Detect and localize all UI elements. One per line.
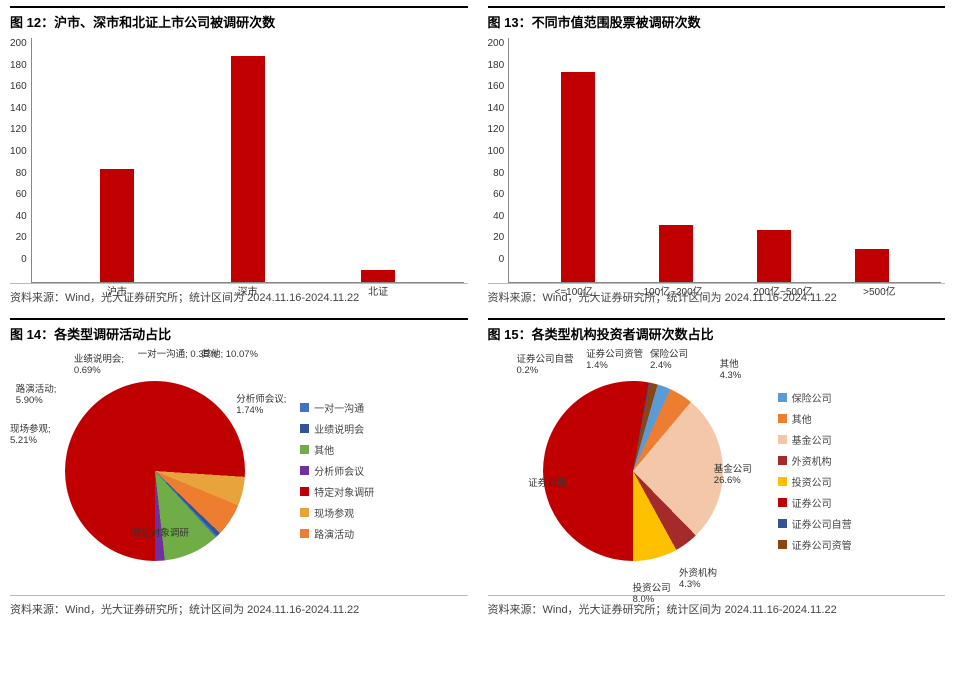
pie-label: 证券公司 (528, 475, 566, 489)
pie-label: 其他4.3% (720, 356, 742, 381)
bar (231, 56, 265, 282)
legend-item: 路演活动 (300, 526, 467, 541)
legend-swatch (300, 508, 309, 517)
pie-label: 投资公司8.0% (633, 580, 671, 605)
fig14-pie-labels: 特定对象调研现场参观;5.21%路演活动;5.90%业绩说明会;0.69%一对一… (10, 346, 300, 595)
legend-swatch (778, 435, 787, 444)
xlabel: 北证 (368, 283, 388, 298)
pie-label: 特定对象调研 (132, 525, 189, 539)
legend-swatch (778, 540, 787, 549)
legend-label: 投资公司 (792, 474, 832, 489)
bar (757, 230, 791, 282)
legend-item: 其他 (300, 442, 467, 457)
legend-item: 证券公司 (778, 495, 945, 510)
figure-14: 图 14：各类型调研活动占比 特定对象调研 现场参观;5.21% 路演活动;5.90… (10, 318, 468, 620)
fig12-xlabels: 沪市 深市 北证 (32, 283, 464, 298)
fig15-source: 资料来源：Wind，光大证券研究所；统计区间为 2024.11.16-2024.… (488, 598, 946, 620)
legend-label: 特定对象调研 (314, 484, 374, 499)
legend-swatch (778, 519, 787, 528)
pie-label: 证券公司资管1.4% (586, 346, 643, 371)
fig12-yaxis: 200180160140120100806040200 (10, 34, 31, 283)
fig13-chart: 200180160140120100806040200 <=100亿100亿~2… (488, 34, 946, 284)
pie-label: 基金公司26.6% (714, 461, 752, 486)
pie-label: 其他; 10.07% (201, 346, 258, 360)
pie-label: 证券公司自营0.2% (517, 351, 574, 376)
xlabel: 深市 (238, 283, 258, 298)
xlabel: 100亿~200亿 (643, 283, 702, 298)
legend-label: 其他 (792, 411, 812, 426)
legend-item: 特定对象调研 (300, 484, 467, 499)
fig12-chart: 200180160140120100806040200 沪市深市北证 (10, 34, 468, 284)
legend-item: 业绩说明会 (300, 421, 467, 436)
legend-swatch (778, 477, 787, 486)
fig14-title: 图 14：各类型调研活动占比 (10, 327, 171, 342)
fig15-legend: 保险公司其他基金公司外资机构投资公司证券公司证券公司自营证券公司资管 (778, 346, 945, 595)
legend-swatch (300, 445, 309, 454)
bar (561, 72, 595, 282)
legend-swatch (778, 393, 787, 402)
fig12-bars (32, 38, 464, 282)
fig13-xlabels: <=100亿 100亿~200亿 200亿~500亿 >500亿 (509, 283, 941, 298)
fig13-title: 图 13：不同市值范围股票被调研次数 (488, 15, 701, 30)
bar (100, 169, 134, 282)
legend-label: 一对一沟通 (314, 400, 364, 415)
legend-item: 证券公司资管 (778, 537, 945, 552)
legend-swatch (778, 498, 787, 507)
legend-swatch (300, 529, 309, 538)
figure-13: 图 13：不同市值范围股票被调研次数 200180160140120100806… (488, 6, 946, 308)
bar (361, 270, 395, 282)
legend-label: 业绩说明会 (314, 421, 364, 436)
legend-item: 保险公司 (778, 390, 945, 405)
xlabel: 200亿~500亿 (753, 283, 812, 298)
legend-item: 外资机构 (778, 453, 945, 468)
pie-label: 保险公司2.4% (650, 346, 688, 371)
fig13-bars (509, 38, 941, 282)
pie-label: 路演活动;5.90% (16, 381, 57, 406)
legend-item: 证券公司自营 (778, 516, 945, 531)
fig15-title: 图 15：各类型机构投资者调研次数占比 (488, 327, 714, 342)
legend-label: 路演活动 (314, 526, 354, 541)
fig12-title: 图 12：沪市、深市和北证上市公司被调研次数 (10, 15, 275, 30)
legend-label: 基金公司 (792, 432, 832, 447)
legend-label: 外资机构 (792, 453, 832, 468)
pie-label: 分析师会议;1.74% (236, 391, 286, 416)
pie-label: 现场参观;5.21% (10, 421, 51, 446)
bar (659, 225, 693, 282)
legend-item: 一对一沟通 (300, 400, 467, 415)
legend-item: 其他 (778, 411, 945, 426)
xlabel: >500亿 (863, 283, 896, 298)
legend-label: 其他 (314, 442, 334, 457)
legend-swatch (300, 403, 309, 412)
legend-label: 证券公司自营 (792, 516, 852, 531)
legend-swatch (300, 487, 309, 496)
legend-item: 现场参观 (300, 505, 467, 520)
legend-label: 证券公司 (792, 495, 832, 510)
fig15-chart: 证券公司 证券公司自营0.2% 证券公司资管1.4% 保险公司2.4% 其他4.3% 基金… (488, 346, 946, 596)
figure-15: 图 15：各类型机构投资者调研次数占比 证券公司 证券公司自营0.2% 证券公司资管… (488, 318, 946, 620)
legend-item: 投资公司 (778, 474, 945, 489)
legend-item: 基金公司 (778, 432, 945, 447)
bar (855, 249, 889, 282)
figure-12: 图 12：沪市、深市和北证上市公司被调研次数 20018016014012010… (10, 6, 468, 308)
legend-label: 现场参观 (314, 505, 354, 520)
legend-swatch (778, 456, 787, 465)
fig14-chart: 特定对象调研 现场参观;5.21% 路演活动;5.90% 业绩说明会;0.69% 一对一… (10, 346, 468, 596)
pie-label: 外资机构4.3% (679, 565, 717, 590)
xlabel: 沪市 (107, 283, 127, 298)
legend-label: 保险公司 (792, 390, 832, 405)
pie-label: 业绩说明会;0.69% (74, 351, 124, 376)
legend-swatch (300, 424, 309, 433)
fig14-legend: 一对一沟通业绩说明会其他分析师会议特定对象调研现场参观路演活动 (300, 346, 467, 595)
legend-label: 分析师会议 (314, 463, 364, 478)
legend-swatch (778, 414, 787, 423)
legend-item: 分析师会议 (300, 463, 467, 478)
legend-swatch (300, 466, 309, 475)
legend-label: 证券公司资管 (792, 537, 852, 552)
fig14-source: 资料来源：Wind，光大证券研究所；统计区间为 2024.11.16-2024.… (10, 598, 468, 620)
fig15-pie-labels: 证券公司 证券公司自营0.2% 证券公司资管1.4% 保险公司2.4% 其他4.3% 基金… (488, 346, 778, 595)
fig13-yaxis: 200180160140120100806040200 (488, 34, 509, 283)
xlabel: <=100亿 (554, 283, 592, 298)
